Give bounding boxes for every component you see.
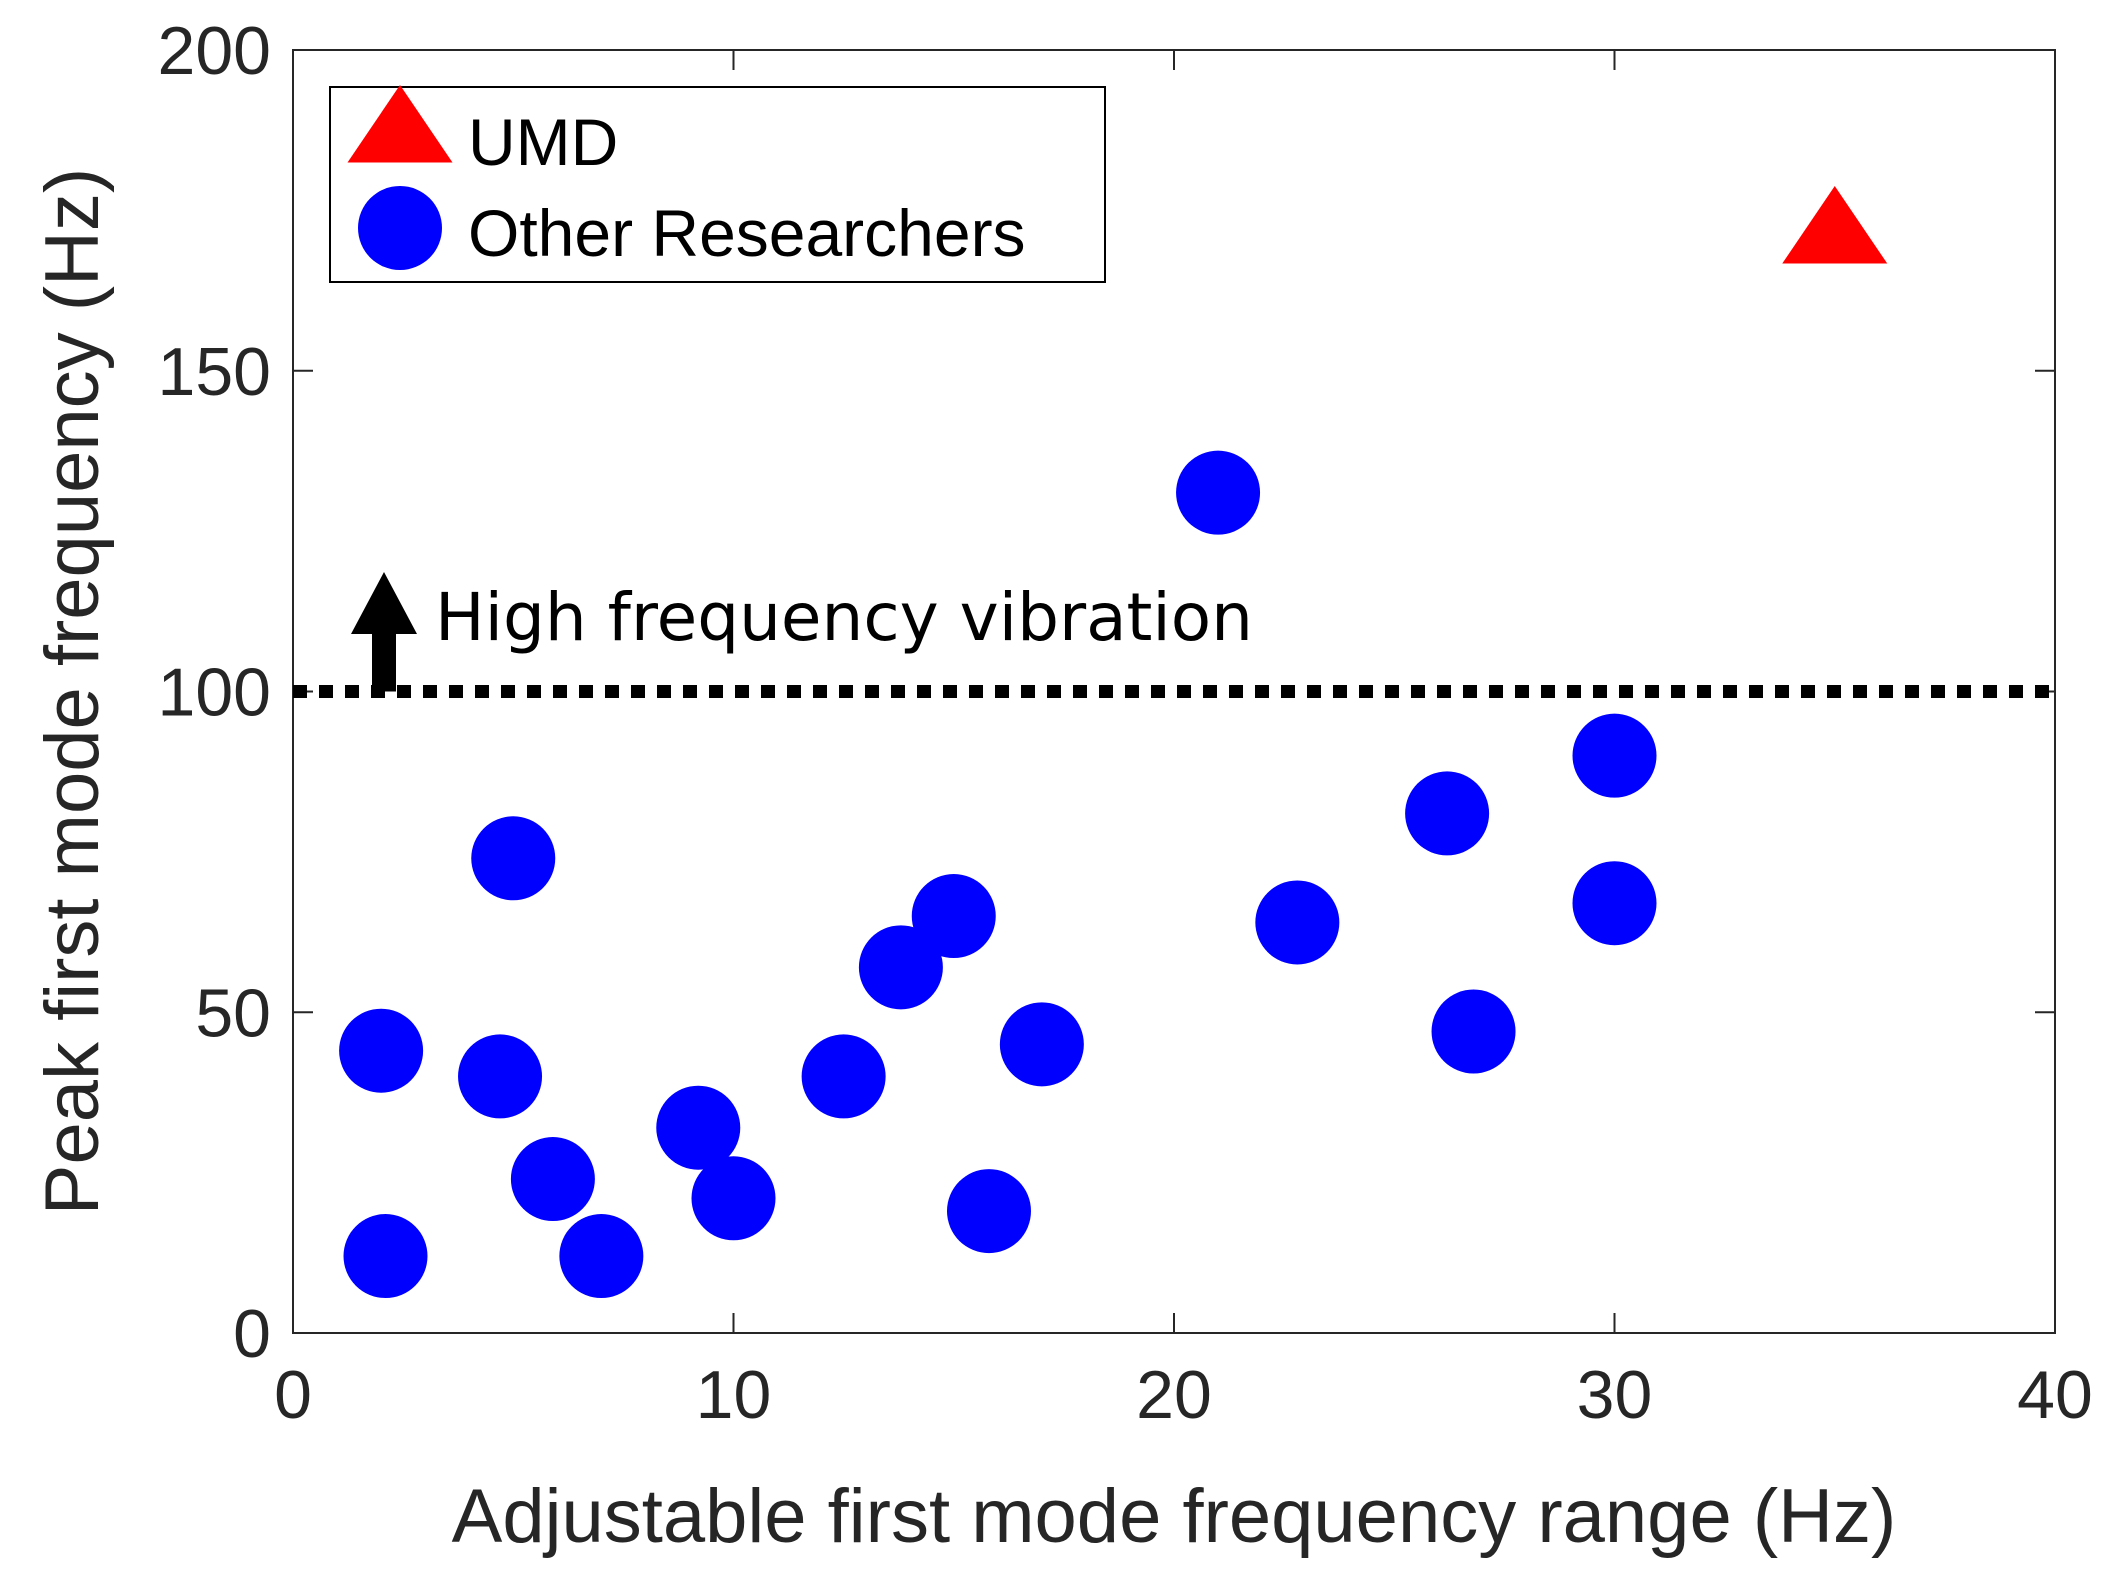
x-tick-label: 40 xyxy=(2017,1357,2093,1433)
x-tick-label: 0 xyxy=(274,1357,312,1433)
y-tick-label: 100 xyxy=(158,655,271,731)
x-tick-label: 20 xyxy=(1136,1357,1212,1433)
legend-marker-triangle xyxy=(347,85,453,163)
data-point-circle xyxy=(1255,880,1340,965)
x-axis-title: Adjustable first mode frequency range (H… xyxy=(452,1474,1897,1559)
x-tick-label: 10 xyxy=(696,1357,772,1433)
data-point-circle xyxy=(510,1137,595,1222)
data-point-circle xyxy=(343,1214,428,1299)
annotation-group: High frequency vibration xyxy=(351,572,1253,692)
data-point-circle xyxy=(1176,450,1261,535)
y-tick-label: 200 xyxy=(158,13,271,89)
data-point-triangle xyxy=(1782,186,1888,264)
data-point-circle xyxy=(339,1008,424,1093)
data-points xyxy=(339,186,1888,1299)
up-arrow-icon xyxy=(351,572,417,692)
data-point-circle xyxy=(691,1156,776,1241)
data-point-circle xyxy=(471,816,556,901)
legend-marker-circle xyxy=(358,186,442,270)
data-point-circle xyxy=(1572,713,1657,798)
data-point-circle xyxy=(946,1169,1031,1254)
data-point-circle xyxy=(656,1085,741,1170)
data-point-circle xyxy=(1572,861,1657,946)
data-point-circle xyxy=(1431,989,1516,1074)
legend-label-umd: UMD xyxy=(468,105,618,179)
data-point-circle xyxy=(801,1034,886,1119)
y-tick-label: 0 xyxy=(233,1296,271,1372)
data-point-circle xyxy=(999,1002,1084,1087)
y-axis-title: Peak first mode frequency (Hz) xyxy=(30,168,115,1216)
data-point-circle xyxy=(458,1034,543,1119)
y-tick-label: 150 xyxy=(158,334,271,410)
data-point-circle xyxy=(559,1214,644,1299)
legend-box xyxy=(329,86,1106,283)
legend-label-other-researchers: Other Researchers xyxy=(468,196,1026,270)
y-tick-label: 50 xyxy=(195,975,271,1051)
data-point-circle xyxy=(1405,771,1490,856)
data-point-circle xyxy=(911,874,996,959)
axis-ticks: 0 10 20 30 40 0 50 100 150 200 xyxy=(158,13,2093,1433)
legend: UMD Other Researchers xyxy=(329,85,1106,283)
annotation-label: High frequency vibration xyxy=(435,579,1253,656)
data-point-circle xyxy=(858,925,943,1010)
x-tick-label: 30 xyxy=(1577,1357,1653,1433)
